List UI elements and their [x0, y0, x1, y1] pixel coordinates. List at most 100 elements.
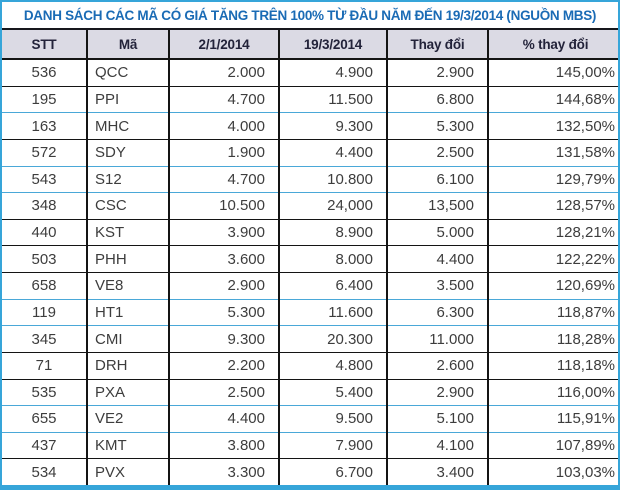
cell-thay-i: 2.900	[387, 379, 489, 407]
cell-2-1-2014: 9.300	[169, 325, 280, 353]
cell-2-1-2014: 4.700	[169, 166, 280, 194]
cell-2-1-2014: 5.300	[169, 299, 280, 327]
cell-2-1-2014: 2.200	[169, 352, 280, 380]
cell-19-3-2014: 10.800	[279, 166, 388, 194]
cell-thay-i: 6.800	[387, 86, 489, 114]
column-header: Thay đổi	[387, 30, 489, 60]
cell-19-3-2014: 6.400	[279, 272, 388, 300]
cell-thay-i: 2.600	[387, 352, 489, 380]
table-row: 536 QCC 2.000 4.900 2.900 145,00%	[2, 59, 618, 87]
cell--thay-i: 118,87%	[488, 299, 618, 327]
cell-stt: 163	[2, 112, 88, 140]
column-header: Mã	[87, 30, 170, 60]
cell-stt: 119	[2, 299, 88, 327]
cell-stt: 658	[2, 272, 88, 300]
cell-stt: 536	[2, 59, 88, 87]
cell-stt: 345	[2, 325, 88, 353]
cell-2-1-2014: 10.500	[169, 192, 280, 220]
stock-gainers-table: STT Mã 2/1/2014 19/3/2014 Thay đổi% thay đổi…	[2, 30, 618, 485]
cell-19-3-2014: 8.900	[279, 219, 388, 247]
cell-thay-i: 2.900	[387, 59, 489, 87]
cell-19-3-2014: 11.600	[279, 299, 388, 327]
table-row: 534 PVX 3.300 6.700 3.400 103,03%	[2, 458, 618, 485]
cell-19-3-2014: 5.400	[279, 379, 388, 407]
cell-2-1-2014: 3.600	[169, 245, 280, 273]
table-row: 163 MHC 4.000 9.300 5.300 132,50%	[2, 112, 618, 140]
cell-thay-i: 11.000	[387, 325, 489, 353]
cell-stt: 71	[2, 352, 88, 380]
table-row: 440 KST 3.900 8.900 5.000 128,21%	[2, 219, 618, 247]
cell-stt: 543	[2, 166, 88, 194]
cell-thay-i: 5.100	[387, 405, 489, 433]
column-header: % thay đổi	[488, 30, 618, 60]
cell-2-1-2014: 4.000	[169, 112, 280, 140]
cell-19-3-2014: 4.900	[279, 59, 388, 87]
cell-stt: 503	[2, 245, 88, 273]
cell--thay-i: 103,03%	[488, 458, 618, 485]
cell-2-1-2014: 3.300	[169, 458, 280, 485]
table-row: 535 PXA 2.500 5.400 2.900 116,00%	[2, 379, 618, 407]
cell--thay-i: 129,79%	[488, 166, 618, 194]
table-row: 119 HT1 5.300 11.600 6.300 118,87%	[2, 299, 618, 327]
column-header: STT	[2, 30, 88, 60]
cell-19-3-2014: 8.000	[279, 245, 388, 273]
cell-thay-i: 4.400	[387, 245, 489, 273]
cell-m-: KST	[87, 219, 170, 247]
table-row: 71 DRH 2.200 4.800 2.600 118,18%	[2, 352, 618, 380]
cell-stt: 195	[2, 86, 88, 114]
table-title: DANH SÁCH CÁC MÃ CÓ GIÁ TĂNG TRÊN 100% T…	[2, 2, 618, 30]
cell-19-3-2014: 6.700	[279, 458, 388, 485]
cell-thay-i: 6.300	[387, 299, 489, 327]
cell-2-1-2014: 2.900	[169, 272, 280, 300]
cell--thay-i: 128,57%	[488, 192, 618, 220]
table-row: 437 KMT 3.800 7.900 4.100 107,89%	[2, 432, 618, 460]
cell--thay-i: 115,91%	[488, 405, 618, 433]
table-row: 658 VE8 2.900 6.400 3.500 120,69%	[2, 272, 618, 300]
cell-m-: HT1	[87, 299, 170, 327]
cell--thay-i: 145,00%	[488, 59, 618, 87]
cell-19-3-2014: 4.800	[279, 352, 388, 380]
cell-2-1-2014: 2.000	[169, 59, 280, 87]
cell--thay-i: 131,58%	[488, 139, 618, 167]
cell-thay-i: 5.000	[387, 219, 489, 247]
cell-m-: PHH	[87, 245, 170, 273]
cell-19-3-2014: 11.500	[279, 86, 388, 114]
cell-thay-i: 2.500	[387, 139, 489, 167]
column-header: 2/1/2014	[169, 30, 280, 60]
cell-2-1-2014: 4.700	[169, 86, 280, 114]
cell--thay-i: 144,68%	[488, 86, 618, 114]
cell-thay-i: 13,500	[387, 192, 489, 220]
cell--thay-i: 128,21%	[488, 219, 618, 247]
table-row: 503 PHH 3.600 8.000 4.400 122,22%	[2, 245, 618, 273]
cell-stt: 535	[2, 379, 88, 407]
cell-thay-i: 3.500	[387, 272, 489, 300]
cell-m-: DRH	[87, 352, 170, 380]
table-row: 348 CSC 10.500 24,000 13,500 128,57%	[2, 192, 618, 220]
table-row: 345 CMI 9.300 20.300 11.000 118,28%	[2, 325, 618, 353]
cell-thay-i: 6.100	[387, 166, 489, 194]
cell-2-1-2014: 3.900	[169, 219, 280, 247]
header-row: STT Mã 2/1/2014 19/3/2014 Thay đổi% thay đổi	[2, 30, 618, 60]
table-row: 195 PPI 4.700 11.500 6.800 144,68%	[2, 86, 618, 114]
cell-m-: S12	[87, 166, 170, 194]
cell-19-3-2014: 4.400	[279, 139, 388, 167]
cell--thay-i: 118,28%	[488, 325, 618, 353]
cell--thay-i: 132,50%	[488, 112, 618, 140]
cell-19-3-2014: 9.300	[279, 112, 388, 140]
table-header: STT Mã 2/1/2014 19/3/2014 Thay đổi% thay đổi	[2, 30, 618, 60]
cell-m-: QCC	[87, 59, 170, 87]
cell-2-1-2014: 1.900	[169, 139, 280, 167]
cell-m-: PXA	[87, 379, 170, 407]
cell-19-3-2014: 9.500	[279, 405, 388, 433]
cell-stt: 440	[2, 219, 88, 247]
cell-19-3-2014: 24,000	[279, 192, 388, 220]
cell--thay-i: 107,89%	[488, 432, 618, 460]
cell-m-: SDY	[87, 139, 170, 167]
cell-stt: 572	[2, 139, 88, 167]
cell-m-: PVX	[87, 458, 170, 485]
cell-thay-i: 5.300	[387, 112, 489, 140]
cell-19-3-2014: 7.900	[279, 432, 388, 460]
column-header: 19/3/2014	[279, 30, 388, 60]
cell-m-: KMT	[87, 432, 170, 460]
